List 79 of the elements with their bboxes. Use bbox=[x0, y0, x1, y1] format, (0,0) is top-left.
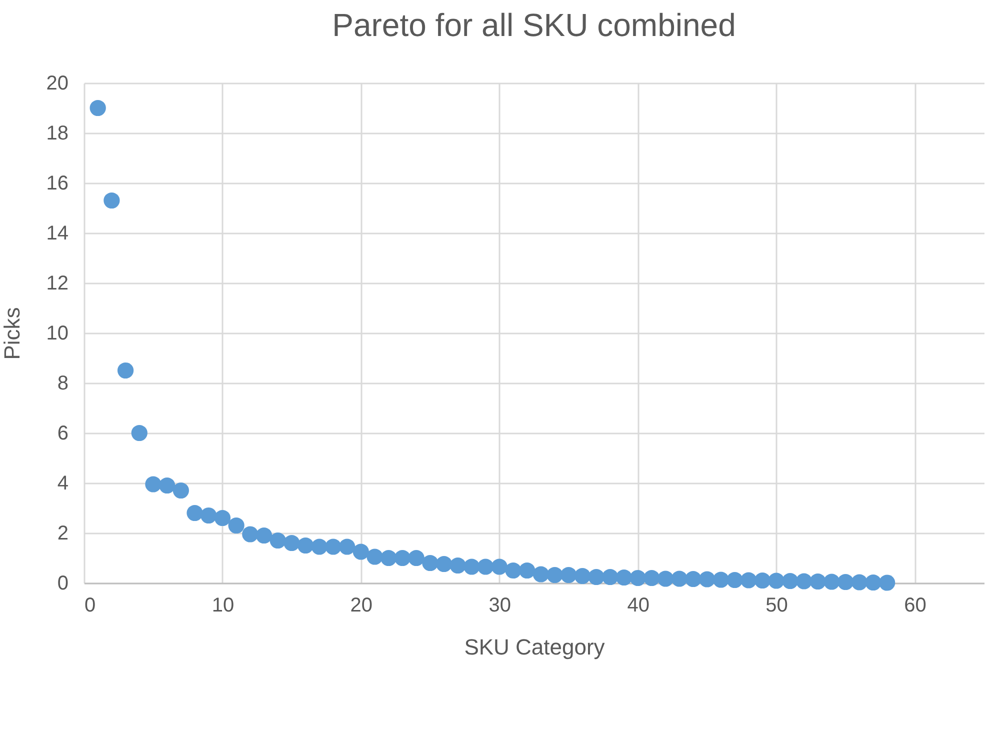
point bbox=[519, 562, 536, 579]
point bbox=[782, 572, 798, 590]
point bbox=[325, 538, 342, 555]
point bbox=[602, 568, 618, 586]
point bbox=[450, 557, 466, 574]
point bbox=[159, 477, 176, 494]
point bbox=[824, 574, 840, 590]
x-tick-label: 0 bbox=[84, 594, 96, 616]
point bbox=[616, 569, 632, 586]
point bbox=[214, 510, 231, 526]
y-tick-label: 18 bbox=[46, 122, 68, 144]
point bbox=[837, 574, 854, 590]
point bbox=[712, 572, 729, 588]
point bbox=[657, 570, 674, 587]
y-tick-label: 2 bbox=[57, 522, 68, 544]
y-axis-title: Picks bbox=[0, 307, 24, 360]
point bbox=[851, 574, 868, 590]
point bbox=[699, 571, 716, 588]
point bbox=[228, 517, 244, 534]
point bbox=[352, 544, 369, 560]
point bbox=[574, 568, 591, 584]
point bbox=[200, 507, 217, 524]
y-tick-label: 0 bbox=[57, 572, 68, 594]
point bbox=[270, 532, 286, 549]
y-tick-label: 12 bbox=[46, 272, 68, 294]
point bbox=[796, 573, 812, 590]
point bbox=[284, 534, 300, 552]
point bbox=[810, 573, 826, 590]
point bbox=[477, 558, 494, 575]
point bbox=[242, 526, 258, 542]
y-tick-label: 4 bbox=[57, 472, 68, 494]
x-axis-title: SKU Category bbox=[464, 634, 605, 660]
x-tick-label: 60 bbox=[904, 594, 926, 616]
point bbox=[131, 424, 148, 442]
point bbox=[671, 570, 688, 587]
y-tick-label: 8 bbox=[57, 372, 68, 394]
point bbox=[104, 192, 120, 209]
point bbox=[754, 572, 771, 589]
y-tick-label: 16 bbox=[46, 172, 68, 194]
y-tick-label: 20 bbox=[46, 72, 68, 94]
x-tick-label: 20 bbox=[350, 594, 373, 616]
x-tick-label: 30 bbox=[488, 594, 512, 616]
point bbox=[311, 538, 328, 555]
point bbox=[256, 527, 272, 544]
y-tick-label: 14 bbox=[46, 222, 68, 244]
point bbox=[172, 482, 189, 499]
point bbox=[117, 362, 134, 379]
chart-title: Pareto for all SKU combined bbox=[332, 7, 736, 43]
point bbox=[366, 548, 383, 565]
x-tick-label: 10 bbox=[212, 594, 234, 616]
point bbox=[740, 572, 757, 588]
point bbox=[186, 504, 203, 522]
point bbox=[560, 566, 577, 584]
y-tick-label: 10 bbox=[46, 322, 68, 344]
point bbox=[422, 554, 438, 572]
point bbox=[408, 550, 424, 566]
point bbox=[436, 556, 452, 572]
point bbox=[546, 566, 563, 584]
point bbox=[394, 550, 411, 566]
point bbox=[90, 100, 106, 116]
x-tick-label: 40 bbox=[627, 594, 650, 616]
point bbox=[145, 476, 162, 492]
point bbox=[685, 570, 702, 588]
point bbox=[532, 566, 549, 582]
x-tick-label: 50 bbox=[766, 594, 788, 616]
point bbox=[588, 568, 604, 586]
point bbox=[768, 572, 784, 589]
point bbox=[380, 550, 397, 566]
point bbox=[726, 572, 743, 588]
point bbox=[879, 574, 896, 591]
point bbox=[644, 570, 660, 586]
point bbox=[630, 570, 646, 586]
point bbox=[505, 562, 522, 579]
point bbox=[491, 558, 508, 575]
point bbox=[464, 558, 480, 575]
point bbox=[297, 537, 314, 554]
point bbox=[865, 574, 882, 591]
y-tick-label: 6 bbox=[57, 422, 68, 444]
point bbox=[339, 538, 356, 555]
